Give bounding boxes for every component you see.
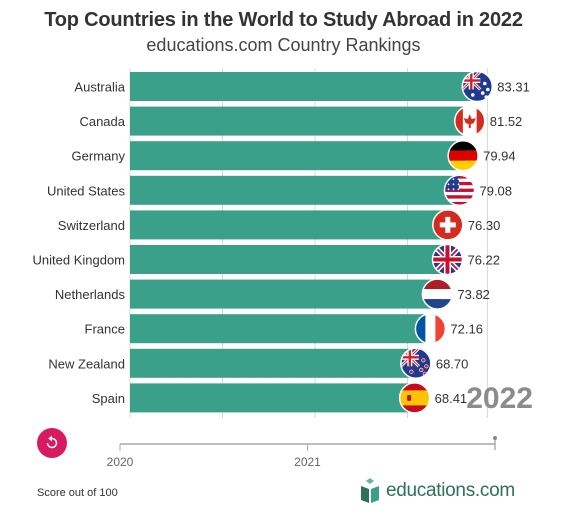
- logo-text: educations.com: [386, 480, 515, 501]
- value-label: 81.52: [490, 114, 523, 129]
- timeline-tick-label: 2020: [107, 455, 134, 469]
- value-label: 76.22: [467, 253, 500, 268]
- value-label: 79.08: [479, 183, 512, 198]
- category-label: Netherlands: [55, 287, 126, 302]
- category-label: Australia: [74, 80, 125, 95]
- bar: [130, 210, 451, 240]
- year-label: 2022: [466, 382, 533, 415]
- bar: [130, 314, 434, 344]
- category-label: Switzerland: [58, 218, 125, 233]
- category-label: Canada: [79, 114, 125, 129]
- category-label: Spain: [92, 391, 125, 406]
- australia-flag: [461, 70, 494, 103]
- usa-flag: [443, 174, 476, 207]
- value-label: 83.31: [497, 80, 530, 95]
- educations-logo: educations.com: [360, 478, 515, 504]
- chart-subtitle: educations.com Country Rankings: [146, 35, 421, 55]
- score-footnote: Score out of 100: [37, 487, 118, 499]
- spain-flag: [398, 382, 431, 414]
- category-label: France: [85, 322, 125, 337]
- bar: [130, 245, 451, 274]
- bar: [130, 383, 418, 413]
- value-label: 68.41: [435, 391, 468, 406]
- timeline-handle-knob: [493, 436, 497, 440]
- value-label: 73.82: [457, 287, 490, 302]
- germany-flag: [447, 139, 479, 172]
- replay-icon: [46, 435, 58, 449]
- bar: [130, 279, 441, 309]
- switzerland-flag: [432, 209, 464, 241]
- bar: [130, 348, 419, 378]
- bar: [130, 175, 463, 205]
- bar: [130, 106, 473, 136]
- new-zealand-flag: [400, 347, 432, 380]
- france-flag: [414, 312, 447, 345]
- logo-icon: [361, 478, 379, 503]
- uk-flag: [431, 243, 464, 276]
- chart-title: Top Countries in the World to Study Abro…: [44, 9, 523, 31]
- category-label: Germany: [72, 149, 126, 164]
- bar: [130, 141, 467, 171]
- canada-flag: [454, 105, 486, 137]
- replay-button[interactable]: [37, 428, 67, 458]
- bar: [130, 72, 481, 101]
- category-label: New Zealand: [48, 356, 125, 371]
- value-label: 72.16: [450, 322, 483, 337]
- value-label: 68.70: [436, 356, 469, 371]
- value-label: 79.94: [483, 149, 516, 164]
- timeline-tick-label: 2021: [294, 455, 321, 469]
- category-label: United States: [47, 183, 126, 198]
- category-label: United Kingdom: [33, 253, 126, 268]
- value-label: 76.30: [468, 218, 501, 233]
- netherlands-flag: [421, 278, 454, 310]
